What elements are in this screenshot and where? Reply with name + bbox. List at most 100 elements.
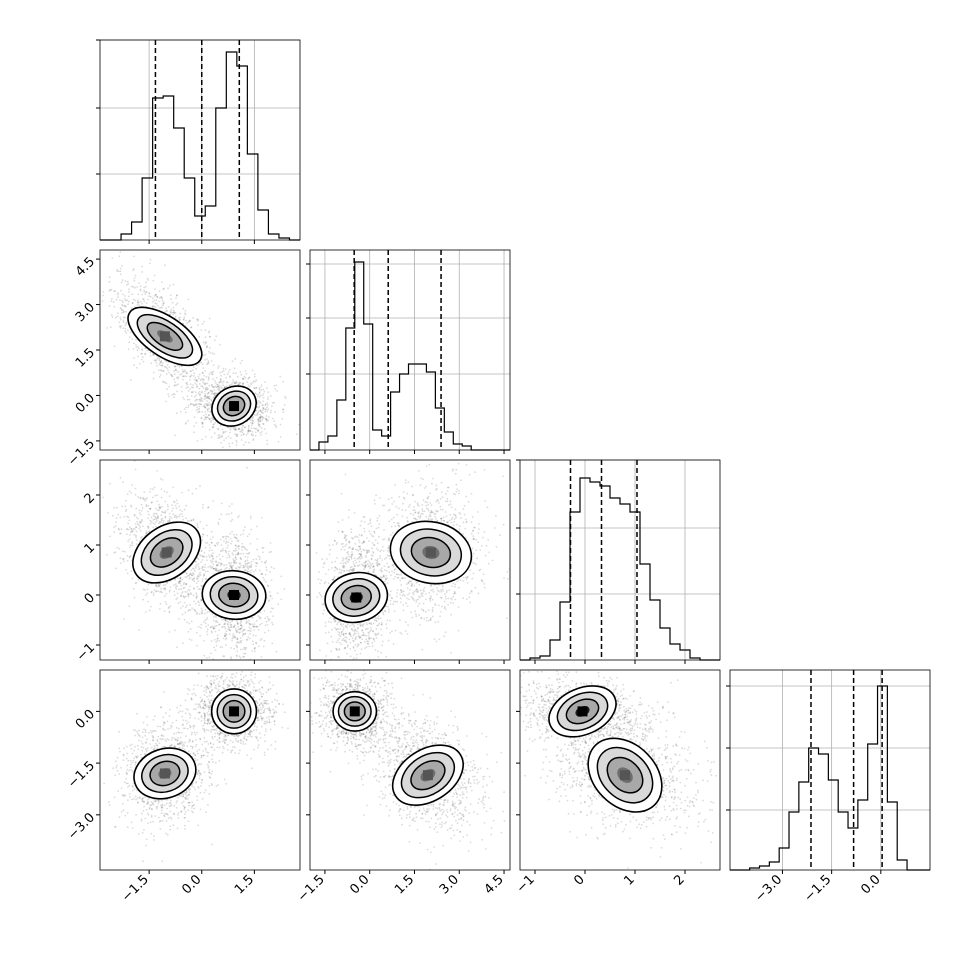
sample-point xyxy=(207,414,210,417)
sample-point xyxy=(141,265,143,268)
sample-point xyxy=(176,592,179,595)
sample-point xyxy=(116,546,119,549)
sample-point xyxy=(189,375,192,378)
sample-point xyxy=(171,736,174,739)
sample-point xyxy=(184,423,187,425)
sample-point xyxy=(209,411,212,413)
sample-point xyxy=(132,285,135,288)
sample-point xyxy=(143,291,146,293)
sample-point xyxy=(169,518,171,520)
sample-point xyxy=(116,268,118,271)
sample-point xyxy=(129,531,132,534)
sample-point xyxy=(251,422,254,425)
sample-point xyxy=(218,365,220,368)
sample-point xyxy=(137,523,139,526)
sample-point xyxy=(171,721,174,724)
sample-point xyxy=(176,377,179,380)
sample-point xyxy=(220,569,222,571)
sample-point xyxy=(189,573,192,576)
sample-point xyxy=(230,657,233,660)
sample-point xyxy=(200,421,203,424)
sample-point xyxy=(215,561,218,564)
sample-point xyxy=(162,588,165,590)
sample-point xyxy=(170,517,173,519)
sample-point xyxy=(220,374,223,377)
sample-point xyxy=(254,569,257,571)
sample-point xyxy=(153,512,155,515)
sample-point xyxy=(196,385,199,387)
sample-point xyxy=(173,737,176,739)
sample-point xyxy=(162,301,165,303)
sample-point xyxy=(270,607,273,609)
sample-point xyxy=(221,434,224,437)
sample-point xyxy=(140,520,143,523)
sample-point xyxy=(275,384,278,387)
sample-point xyxy=(267,617,270,620)
sample-point xyxy=(216,427,219,430)
sample-point xyxy=(176,376,178,379)
sample-point xyxy=(237,552,240,555)
sample-point xyxy=(221,436,223,438)
sample-point xyxy=(175,726,178,729)
sample-point xyxy=(249,637,251,640)
sample-point xyxy=(261,404,264,407)
sample-point xyxy=(262,397,265,399)
sample-point xyxy=(198,604,201,607)
sample-point xyxy=(102,294,105,297)
sample-point xyxy=(244,569,247,571)
sample-point xyxy=(121,304,124,307)
sample-point xyxy=(237,551,240,554)
sample-point xyxy=(187,404,190,407)
sample-point xyxy=(165,366,168,369)
sample-point xyxy=(187,419,189,422)
sample-point xyxy=(186,381,188,384)
sample-point xyxy=(216,564,219,567)
sample-point xyxy=(197,770,200,772)
sample-point xyxy=(185,735,187,737)
sample-point xyxy=(269,594,272,597)
sample-point xyxy=(211,373,214,376)
sample-point xyxy=(282,411,285,413)
sample-point xyxy=(210,567,213,569)
sample-point xyxy=(244,426,246,429)
sample-point xyxy=(140,358,143,361)
sample-point xyxy=(208,428,211,431)
sample-point xyxy=(262,576,264,579)
sample-point xyxy=(221,555,224,558)
sample-point xyxy=(263,578,266,581)
sample-point xyxy=(238,383,240,385)
sample-point xyxy=(231,382,234,384)
sample-point xyxy=(262,645,265,648)
sample-point xyxy=(150,520,153,523)
x-tick-label: −3.0 xyxy=(752,872,785,905)
sample-point xyxy=(183,808,186,811)
sample-point xyxy=(205,577,208,580)
sample-point xyxy=(246,562,249,565)
sample-point xyxy=(211,386,214,388)
sample-point xyxy=(244,555,247,558)
sample-point xyxy=(178,731,181,734)
sample-point xyxy=(109,482,111,485)
sample-point xyxy=(125,322,128,324)
sample-point xyxy=(223,386,226,389)
sample-point xyxy=(178,746,181,749)
sample-point xyxy=(133,788,136,790)
sample-point xyxy=(169,310,172,313)
sample-point xyxy=(229,376,232,379)
sample-point xyxy=(133,342,135,345)
sample-point xyxy=(202,422,204,424)
sample-point xyxy=(252,434,255,437)
sample-point xyxy=(170,311,173,314)
sample-point xyxy=(215,616,218,619)
sample-point xyxy=(128,490,131,493)
sample-point xyxy=(201,580,204,583)
sample-point xyxy=(257,417,260,420)
sample-point xyxy=(253,650,256,653)
sample-point xyxy=(242,529,245,532)
sample-point xyxy=(261,419,264,421)
sample-point xyxy=(197,785,199,788)
sample-point xyxy=(196,771,199,774)
sample-point xyxy=(120,562,122,564)
sample-point xyxy=(146,531,148,534)
sample-point xyxy=(275,424,277,427)
